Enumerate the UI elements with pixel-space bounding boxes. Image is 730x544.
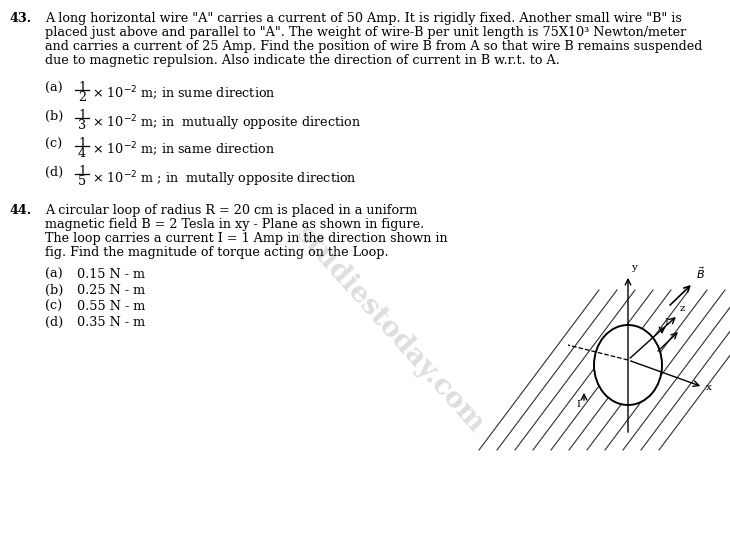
- Text: 43.: 43.: [10, 12, 32, 25]
- Text: I: I: [664, 318, 668, 327]
- Text: (d): (d): [45, 166, 64, 179]
- Text: 1: 1: [78, 81, 86, 94]
- Text: placed just above and parallel to "A". The weight of wire-B per unit length is 7: placed just above and parallel to "A". T…: [45, 26, 686, 39]
- Text: (b): (b): [45, 110, 64, 123]
- Text: $\times$ 10$^{-2}$ m; in  mutually opposite direction: $\times$ 10$^{-2}$ m; in mutually opposi…: [92, 113, 361, 133]
- Text: (c): (c): [45, 138, 62, 151]
- Text: (c): (c): [45, 300, 62, 313]
- Text: $\times$ 10$^{-2}$ m; in same direction: $\times$ 10$^{-2}$ m; in same direction: [92, 141, 275, 159]
- Text: 0.55 N - m: 0.55 N - m: [77, 300, 145, 313]
- Text: $\vec{B}$: $\vec{B}$: [696, 265, 705, 281]
- Text: (a): (a): [45, 82, 63, 95]
- Text: The loop carries a current I = 1 Amp in the direction shown in: The loop carries a current I = 1 Amp in …: [45, 232, 447, 245]
- Text: magnetic field B = 2 Tesla in xy - Plane as shown in figure.: magnetic field B = 2 Tesla in xy - Plane…: [45, 218, 424, 231]
- Text: 0.15 N - m: 0.15 N - m: [77, 268, 145, 281]
- Text: 44.: 44.: [10, 204, 32, 217]
- Text: 2: 2: [78, 91, 86, 104]
- Text: 4: 4: [78, 147, 86, 160]
- Text: $\times$ 10$^{-2}$ m ; in  mutally opposite direction: $\times$ 10$^{-2}$ m ; in mutally opposi…: [92, 169, 357, 189]
- Ellipse shape: [594, 325, 662, 405]
- Text: $\times$ 10$^{-2}$ m; in sume direction: $\times$ 10$^{-2}$ m; in sume direction: [92, 85, 275, 103]
- Text: fig. Find the magnitude of torque acting on the Loop.: fig. Find the magnitude of torque acting…: [45, 246, 388, 259]
- Text: x: x: [706, 382, 712, 392]
- Text: 1: 1: [78, 137, 86, 150]
- Text: 1: 1: [78, 109, 86, 122]
- Text: due to magnetic repulsion. Also indicate the direction of current in B w.r.t. to: due to magnetic repulsion. Also indicate…: [45, 54, 560, 67]
- Text: 1: 1: [78, 165, 86, 178]
- Text: I: I: [576, 400, 580, 409]
- Text: and carries a current of 25 Amp. Find the position of wire B from A so that wire: and carries a current of 25 Amp. Find th…: [45, 40, 702, 53]
- Text: A circular loop of radius R = 20 cm is placed in a uniform: A circular loop of radius R = 20 cm is p…: [45, 204, 418, 217]
- Text: y: y: [631, 263, 637, 272]
- Text: studiestoday.com: studiestoday.com: [291, 221, 490, 439]
- Text: 3: 3: [78, 119, 86, 132]
- Text: (d): (d): [45, 316, 64, 329]
- Text: 0.25 N - m: 0.25 N - m: [77, 284, 145, 297]
- Text: A long horizontal wire "A" carries a current of 50 Amp. It is rigidly fixed. Ano: A long horizontal wire "A" carries a cur…: [45, 12, 682, 25]
- Text: (a): (a): [45, 268, 63, 281]
- Text: 0.35 N - m: 0.35 N - m: [77, 316, 145, 329]
- Text: (b): (b): [45, 284, 64, 297]
- Text: 5: 5: [78, 175, 86, 188]
- Text: z: z: [680, 304, 685, 313]
